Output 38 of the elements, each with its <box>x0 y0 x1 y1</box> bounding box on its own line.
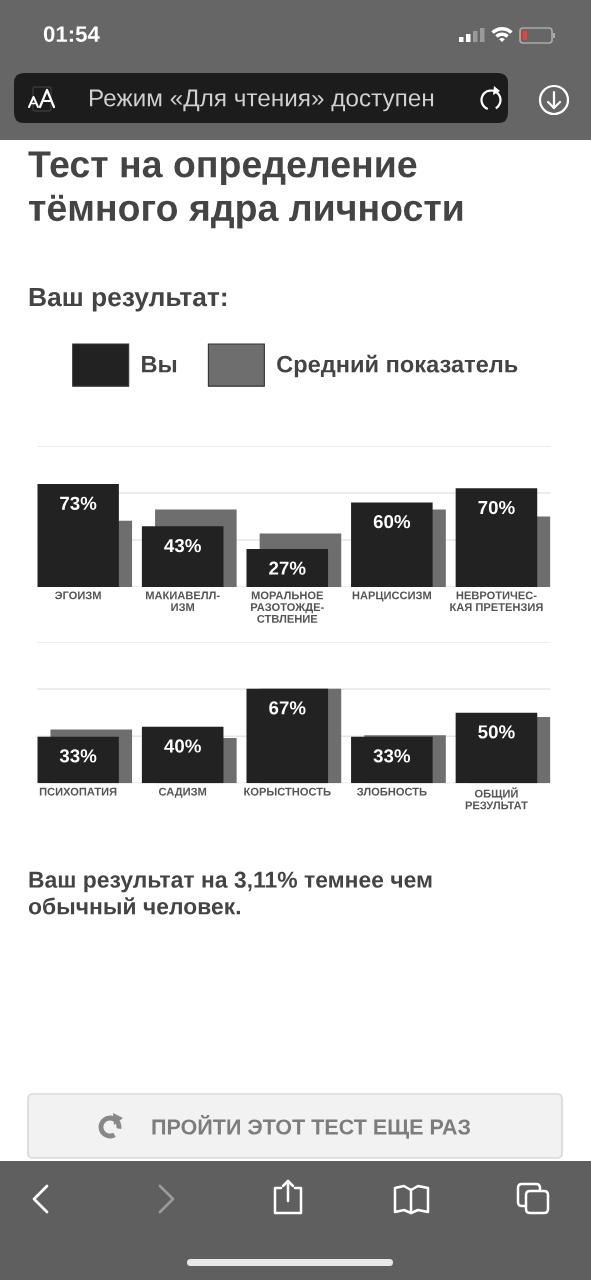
legend-label: Средний показатель <box>277 354 518 378</box>
chart-title: Тест на определение тёмного ядра личности <box>28 151 463 229</box>
x-tick-label: ПСИХОПАТИЯ <box>39 787 117 796</box>
bar <box>246 548 329 587</box>
x-tick-label: ЗЛОБНОСТЬ <box>356 787 427 796</box>
data-label: 70% <box>478 500 515 515</box>
bar <box>351 736 433 784</box>
x-tick-label: НЕВРОТИЧЕС- КАЯ ПРЕТЕНЗИЯ <box>450 591 543 612</box>
data-label: 33% <box>373 749 411 763</box>
bar <box>37 736 119 784</box>
bar <box>141 726 224 784</box>
text: Ваш результат на 3,11% темнее чем обычный человек. <box>28 871 432 915</box>
x-tick-label: МАКИАВЕЛЛ- ИЗМ <box>146 591 220 612</box>
x-tick-label: ЭГОИЗМ <box>54 591 101 600</box>
x-tick-label: МОРАЛЬНОЕ РАЗОТОЖДЕ- СТВЛЕНИЕ <box>251 591 324 623</box>
data-label: 33% <box>59 749 97 763</box>
bar <box>455 488 538 587</box>
legend-label: Вы <box>142 356 177 373</box>
bar <box>351 502 433 587</box>
data-label: 27% <box>269 561 306 575</box>
bar <box>455 712 538 784</box>
data-label: 67% <box>269 701 306 715</box>
chart-subtitle: Ваш результат: <box>29 287 227 312</box>
x-tick-label: КОРЫСТНОСТЬ <box>244 787 331 796</box>
x-tick-label: НАРЦИССИЗМ <box>352 591 432 602</box>
data-label: 40% <box>164 739 201 753</box>
text: Режим «Для чтения» доступен <box>89 89 434 112</box>
data-label: 73% <box>60 496 97 510</box>
data-label: 43% <box>164 538 201 553</box>
data-label: 50% <box>478 725 515 739</box>
text: ПРОЙТИ ЭТОТ ТЕСТ ЕЩЕ РАЗ <box>152 1114 470 1139</box>
text: 01:54 <box>43 26 100 42</box>
bar <box>141 526 224 587</box>
data-label: 60% <box>373 514 411 529</box>
bar <box>246 688 329 784</box>
x-tick-label: ОБЩИЙ РЕЗУЛЬТАТ <box>465 787 528 810</box>
x-tick-label: САДИЗМ <box>158 787 207 798</box>
bar <box>37 484 119 587</box>
